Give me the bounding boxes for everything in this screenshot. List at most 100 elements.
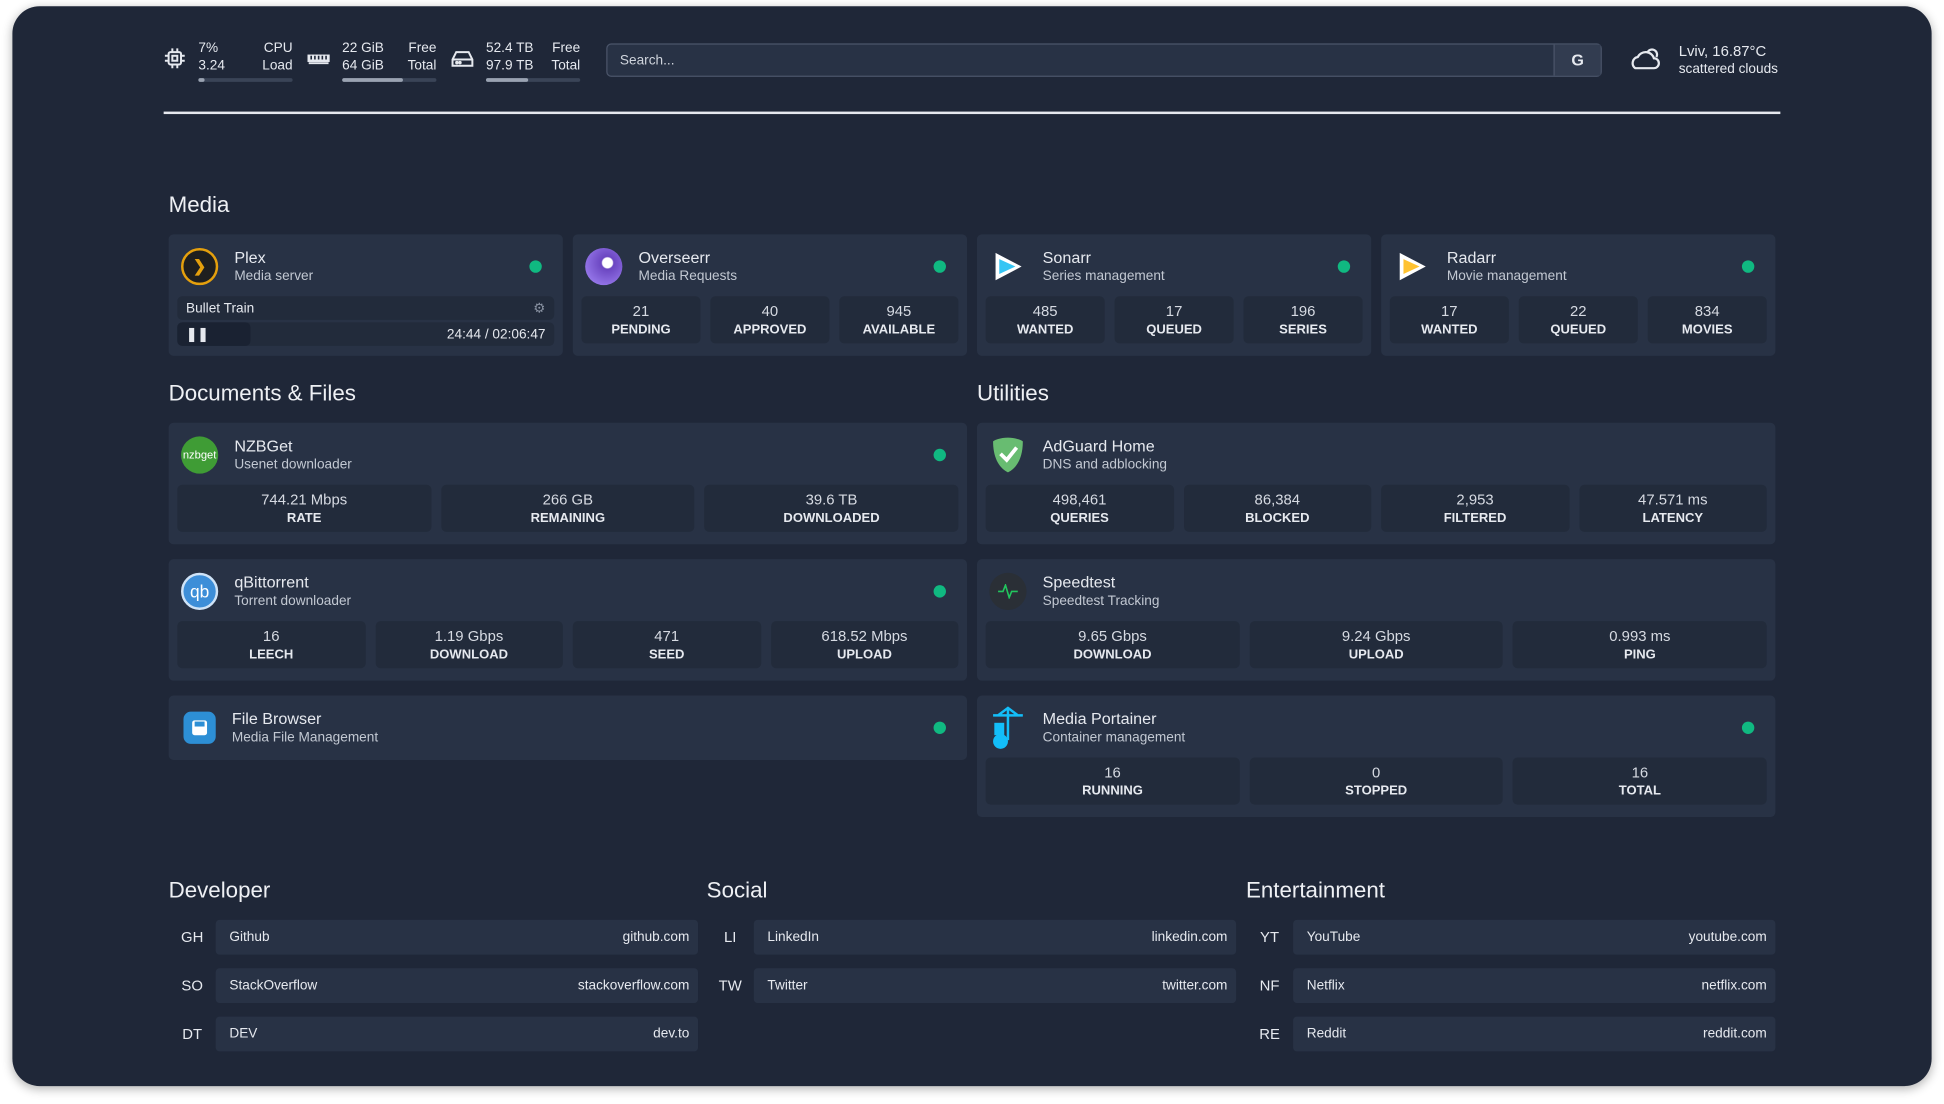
- stat-value: 21: [632, 302, 650, 320]
- stat-value: 0.993 ms: [1609, 627, 1671, 645]
- memory-bar: [342, 78, 437, 82]
- now-playing-title: Bullet Train: [185, 300, 255, 316]
- stat-value: 618.52 Mbps: [821, 627, 908, 645]
- stat-value: 0: [1372, 763, 1381, 782]
- service-description: Media Requests: [638, 269, 738, 284]
- bookmark-abbr: SO: [181, 976, 203, 995]
- bookmark-twitter[interactable]: TW Twitter twitter.com: [707, 968, 1237, 1003]
- service-card-plex[interactable]: ❯ Plex Media server Bullet Train ⚙ ❚❚ 24:44…: [168, 234, 563, 356]
- section-title-documents: Documents & Files: [168, 380, 356, 406]
- service-card-adguard[interactable]: AdGuard Home DNS and adblocking 498,461 QU…: [976, 422, 1776, 545]
- bookmark-dev[interactable]: DT DEV dev.to: [169, 1016, 699, 1052]
- stat-filtered: 2,953 FILTERED: [1381, 484, 1569, 532]
- status-dot: [529, 260, 542, 273]
- adguard-logo-icon: [989, 436, 1026, 473]
- bookmark-name[interactable]: StackOverflow: [229, 978, 318, 994]
- stat-ping: 0.993 ms PING: [1512, 621, 1767, 669]
- pause-icon[interactable]: ❚❚: [185, 327, 209, 343]
- search-box: G: [606, 43, 1602, 77]
- stat-label: LEECH: [249, 647, 294, 663]
- stat-rate: 744.21 Mbps RATE: [177, 484, 432, 532]
- bookmark-url: twitter.com: [1162, 978, 1228, 994]
- service-description: Media File Management: [231, 730, 379, 746]
- service-card-sonarr[interactable]: Sonarr Series management 485 WANTED 17 QUEUE…: [976, 234, 1372, 356]
- bookmark-name[interactable]: YouTube: [1306, 929, 1361, 945]
- service-card-overseerr[interactable]: Overseerr Media Requests 21 PENDING 40 APPRO…: [572, 234, 968, 356]
- memory-widget: 22 GiB Free 64 GiB Total: [307, 40, 437, 82]
- bookmark-stackoverflow[interactable]: SO StackOverflow stackoverflow.com: [169, 968, 699, 1003]
- stat-label: DOWNLOADED: [783, 510, 880, 526]
- stat-value: 17: [1165, 302, 1183, 320]
- stat-value: 9.24 Gbps: [1341, 627, 1411, 645]
- bookmark-github[interactable]: GH Github github.com: [169, 919, 699, 955]
- service-name: Sonarr: [1042, 247, 1092, 267]
- stat-label: FILTERED: [1443, 510, 1507, 526]
- service-card-filebrowser[interactable]: File Browser Media File Management: [168, 695, 968, 760]
- stat-downloaded: 39.6 TB DOWNLOADED: [704, 484, 959, 532]
- nzbget-logo-icon: nzbget: [181, 436, 219, 474]
- settings-icon[interactable]: ⚙: [533, 301, 546, 317]
- stat-value: 266 GB: [542, 490, 594, 509]
- playback-time: 24:44 / 02:06:47: [446, 326, 546, 342]
- stat-label: PENDING: [611, 322, 671, 338]
- service-description: Torrent downloader: [234, 593, 352, 609]
- service-card-speedtest[interactable]: Speedtest Speedtest Tracking 9.65 Gbps DOW…: [976, 559, 1776, 681]
- stat-queries: 498,461 QUERIES: [985, 484, 1174, 532]
- stat-pending: 21 PENDING: [581, 296, 701, 344]
- stat-value: 16: [1104, 763, 1121, 782]
- resource-widgets: 7% CPU 3.24 Load 22 GiB Free 64 GiB Total 52.4…: [164, 40, 581, 82]
- disk-bar: [486, 78, 581, 82]
- section-title-entertainment: Entertainment: [1245, 877, 1385, 903]
- search-provider-button[interactable]: G: [1553, 44, 1601, 76]
- qbittorrent-logo-icon: qb: [181, 572, 219, 610]
- service-card-nzbget[interactable]: nzbget NZBGet Usenet downloader 744.21 Mb…: [168, 422, 968, 545]
- stat-value: 86,384: [1254, 490, 1301, 509]
- stat-label: SERIES: [1279, 322, 1327, 338]
- weather-location: Lviv, 16.87°C: [1678, 42, 1767, 60]
- bookmark-youtube[interactable]: YT YouTube youtube.com: [1246, 919, 1776, 955]
- portainer-logo-icon: [989, 706, 1026, 749]
- bookmark-reddit[interactable]: RE Reddit reddit.com: [1246, 1016, 1776, 1052]
- service-card-radarr[interactable]: Radarr Movie management 17 WANTED 22 QUEUED 8…: [1381, 234, 1776, 356]
- status-dot: [1741, 721, 1755, 734]
- service-name: qBittorrent: [234, 572, 309, 592]
- stat-value: 485: [1032, 302, 1058, 320]
- bookmark-abbr: DT: [182, 1025, 203, 1043]
- bookmark-linkedin[interactable]: LI LinkedIn linkedin.com: [707, 919, 1237, 955]
- stat-stopped: 0 STOPPED: [1249, 757, 1504, 805]
- status-dot: [1741, 260, 1755, 273]
- stat-movies: 834 MOVIES: [1647, 296, 1767, 344]
- service-card-portainer[interactable]: Media Portainer Container management 16 RU…: [976, 695, 1776, 818]
- stat-label: QUEUED: [1550, 322, 1607, 338]
- bookmark-name[interactable]: Netflix: [1306, 978, 1345, 994]
- memory-total: 64 GiB: [342, 58, 384, 74]
- cpu-bar: [198, 78, 293, 82]
- service-description: DNS and adblocking: [1042, 457, 1168, 473]
- search-input[interactable]: [607, 44, 1554, 76]
- bookmark-name[interactable]: DEV: [229, 1026, 258, 1042]
- stat-label: TOTAL: [1618, 783, 1661, 799]
- bookmark-abbr: TW: [718, 976, 742, 995]
- bookmark-name[interactable]: Twitter: [767, 978, 808, 994]
- service-card-qbittorrent[interactable]: qb qBittorrent Torrent downloader 16 LEECH…: [168, 559, 968, 681]
- bookmark-netflix[interactable]: NF Netflix netflix.com: [1246, 968, 1776, 1003]
- bookmark-name[interactable]: LinkedIn: [767, 929, 820, 945]
- free-label: Free: [552, 40, 581, 56]
- status-dot: [933, 260, 946, 273]
- memory-icon: [307, 47, 330, 69]
- service-name: Speedtest: [1042, 572, 1116, 592]
- header-divider: [163, 111, 1781, 115]
- stat-label: QUERIES: [1050, 510, 1109, 526]
- service-description: Media server: [234, 269, 314, 284]
- cpu-widget: 7% CPU 3.24 Load: [164, 40, 293, 82]
- stat-download: 1.19 Gbps DOWNLOAD: [375, 621, 563, 669]
- stat-leech: 16 LEECH: [177, 621, 366, 669]
- stats-row: 17 WANTED 22 QUEUED 834 MOVIES: [1389, 296, 1767, 344]
- stat-label: REMAINING: [530, 510, 606, 526]
- stats-row: 744.21 Mbps RATE 266 GB REMAINING 39.6 TB DOW…: [177, 484, 959, 532]
- bookmark-name[interactable]: Github: [229, 929, 270, 945]
- stat-value: 945: [886, 302, 912, 320]
- bookmark-url: github.com: [622, 929, 690, 945]
- bookmark-name[interactable]: Reddit: [1306, 1026, 1347, 1042]
- stat-value: 2,953: [1456, 490, 1494, 509]
